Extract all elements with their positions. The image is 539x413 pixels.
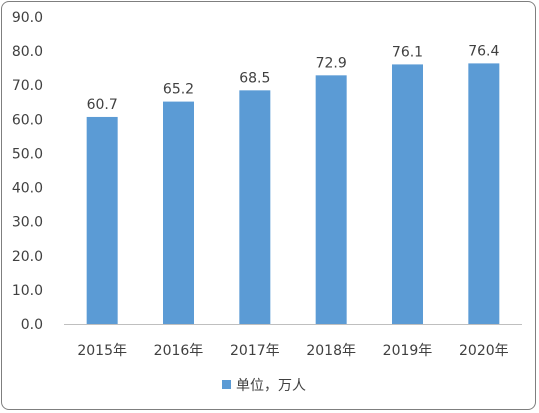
data-label: 76.4: [468, 43, 499, 59]
x-tick-label: 2015年: [77, 343, 127, 359]
y-tick-label: 0.0: [21, 317, 43, 333]
y-tick-label: 90.0: [12, 10, 43, 26]
x-axis-tick-labels: 2015年 2016年 2017年 2018年 2019年 2020年: [77, 343, 508, 359]
y-tick-label: 70.0: [12, 78, 43, 94]
bar: [86, 116, 118, 324]
bar: [392, 64, 423, 325]
y-tick-label: 80.0: [12, 44, 43, 60]
x-tick-label: 2017年: [230, 343, 280, 359]
y-tick-label: 30.0: [12, 215, 43, 231]
data-label: 60.7: [87, 97, 118, 113]
bar: [468, 63, 500, 324]
y-tick-label: 40.0: [12, 181, 43, 197]
legend-label: 单位，万人: [236, 378, 306, 394]
bar: [315, 75, 347, 324]
data-label: 76.1: [392, 44, 423, 60]
y-tick-label: 50.0: [12, 146, 43, 162]
y-tick-label: 60.0: [12, 112, 43, 128]
y-axis-tick-labels: 0.0 10.0 20.0 30.0 40.0 50.0 60.0 70.0 80.0 90.0: [12, 10, 43, 333]
y-tick-label: 20.0: [12, 249, 43, 265]
x-tick-label: 2018年: [306, 343, 356, 359]
data-label: 68.5: [239, 70, 270, 86]
legend-swatch: [222, 380, 231, 389]
x-tick-label: 2016年: [154, 343, 204, 359]
x-tick-label: 2020年: [459, 343, 509, 359]
legend: 单位，万人: [222, 378, 306, 394]
data-label: 72.9: [316, 55, 347, 71]
bar: [239, 90, 271, 324]
bar-series: [86, 63, 500, 325]
data-labels: 60.7 65.2 68.5 72.9 76.1 76.4: [87, 43, 500, 113]
y-tick-label: 10.0: [12, 283, 43, 299]
bar: [163, 101, 194, 325]
data-label: 65.2: [163, 82, 194, 98]
x-tick-label: 2019年: [383, 343, 433, 359]
